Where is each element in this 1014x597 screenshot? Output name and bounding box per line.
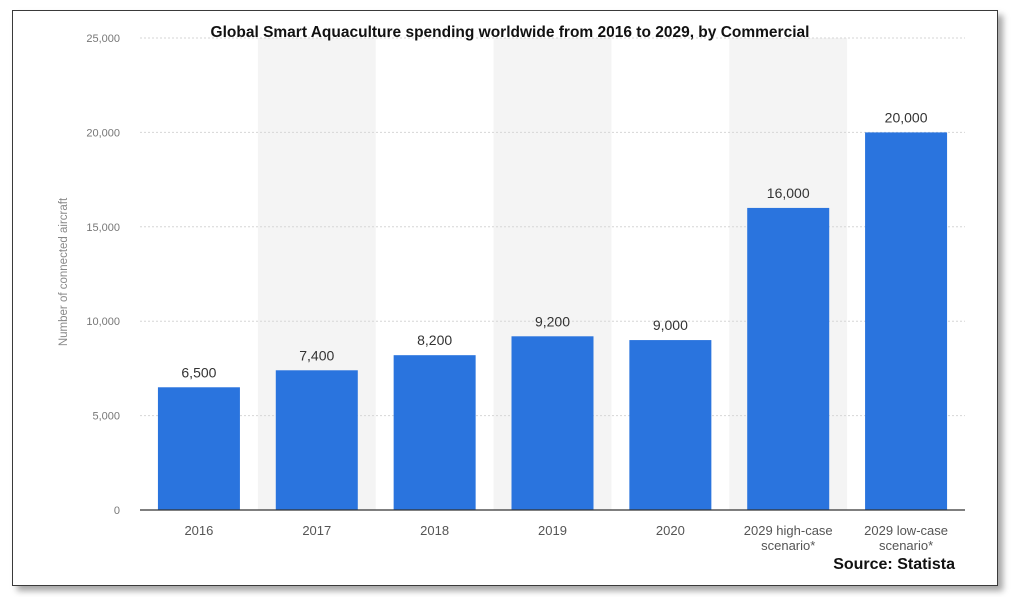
- data-label: 8,200: [417, 332, 452, 348]
- data-label: 16,000: [767, 185, 810, 201]
- bar: [865, 132, 948, 510]
- bar: [511, 336, 594, 510]
- bar: [629, 340, 712, 510]
- bar: [275, 370, 358, 510]
- x-tick-label: 2029 high-case: [744, 523, 833, 538]
- x-tick-label: 2029 low-case: [864, 523, 948, 538]
- bars: [157, 132, 948, 511]
- x-tick-label: 2018: [420, 523, 449, 538]
- data-label: 9,000: [653, 317, 688, 333]
- y-tick-label: 0: [114, 505, 120, 517]
- data-label: 6,500: [181, 364, 216, 380]
- data-label: 7,400: [299, 347, 334, 363]
- bar: [747, 207, 830, 511]
- x-tick-label: 2017: [302, 523, 331, 538]
- y-tick-label: 15,000: [86, 222, 120, 234]
- y-tick-label: 5,000: [92, 411, 120, 423]
- bar: [157, 387, 240, 510]
- y-tick-label: 10,000: [86, 316, 120, 328]
- data-labels: 6,500 7,400 8,200 9,200 9,000 16,000 20,000: [181, 109, 927, 380]
- data-label: 9,200: [535, 313, 570, 329]
- x-tick-label: 2020: [656, 523, 685, 538]
- y-axis-ticks: 0 5,000 10,000 15,000 20,000 25,000: [86, 33, 120, 517]
- chart-title: Global Smart Aquaculture spending worldw…: [211, 24, 810, 41]
- data-label: 20,000: [885, 109, 928, 125]
- y-tick-label: 20,000: [86, 127, 120, 139]
- x-tick-label: 2016: [184, 523, 213, 538]
- x-tick-label: scenario*: [761, 538, 815, 553]
- source-label: Source: Statista: [833, 556, 955, 573]
- x-tick-label: scenario*: [879, 538, 933, 553]
- bar: [393, 355, 476, 510]
- x-axis-ticks: 2016 2017 2018 2019 2020 2029 high-casescenar…: [184, 523, 948, 553]
- y-tick-label: 25,000: [86, 33, 120, 45]
- x-tick-label: 2019: [538, 523, 567, 538]
- y-axis-label: Number of connected aircraft: [58, 197, 70, 346]
